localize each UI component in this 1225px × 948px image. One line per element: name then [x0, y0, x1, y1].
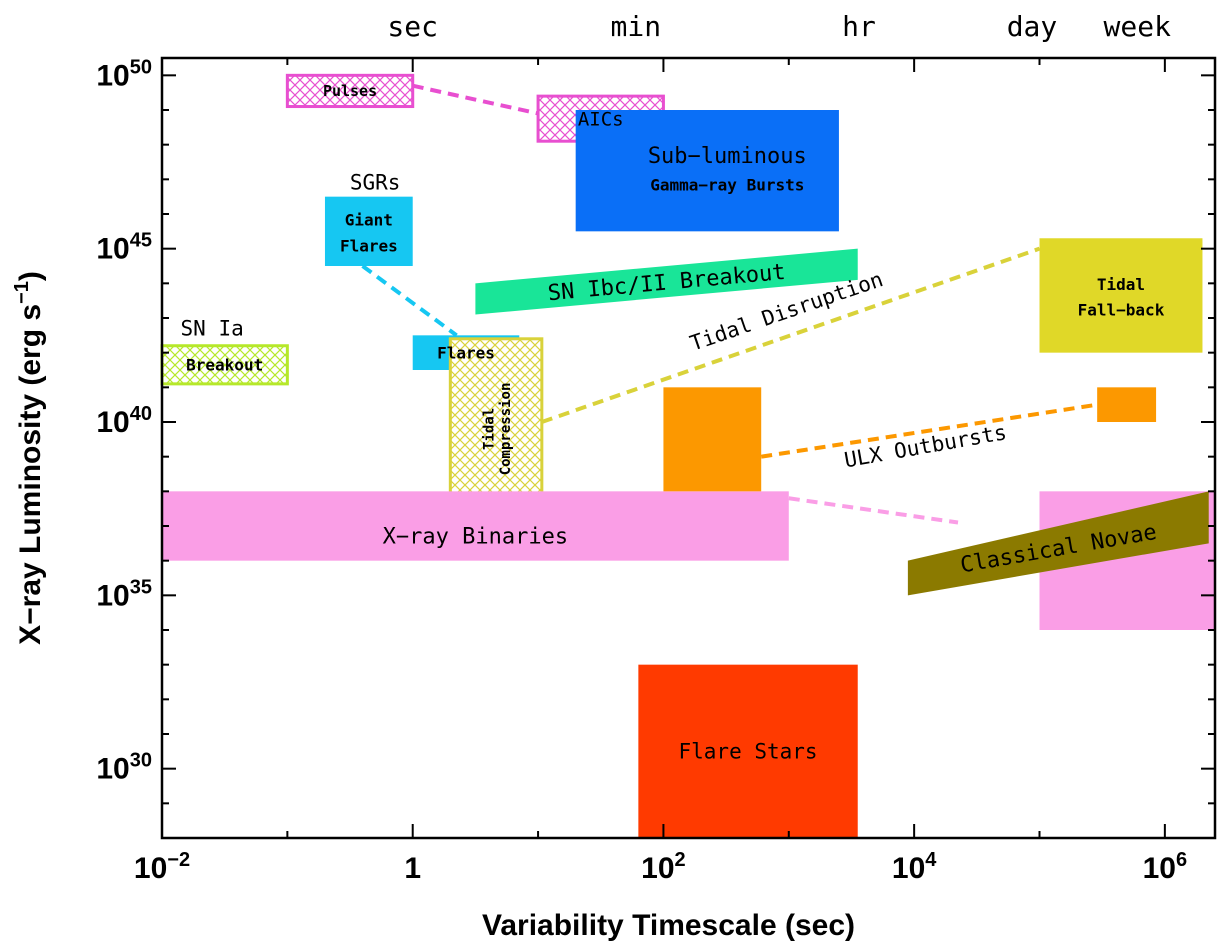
region-pulses-hatch [285, 73, 415, 109]
axes-layer: 10−2 1 102 104 106 1030 1035 1040 1045 1050 sec min… [11, 10, 1215, 942]
y-axis-label: X−ray Luminosity (erg s−1) [11, 271, 47, 645]
region-label-sgr-giant-flares-line2: Flares [340, 236, 398, 255]
plot-frame [160, 56, 1217, 840]
top-axis-label-week: week [1104, 10, 1172, 43]
region-tidal-compression-hatch [448, 337, 544, 521]
region-label-sgr-giant-flares: Giant [345, 211, 393, 230]
region-sub-luminous-gamma-ray-bursts [575, 110, 839, 232]
y-tick-label: 1045 [96, 230, 152, 266]
region-classical-novae [907, 491, 1209, 596]
region-label-flares: Flares [437, 343, 495, 362]
giant-flares-line [361, 264, 458, 337]
connectors-layer [361, 83, 1098, 525]
region-label-pulses: Pulses [323, 82, 377, 100]
region-tidal-fall-back [1039, 238, 1203, 353]
region-sn-ibc-ii-breakout [475, 248, 858, 315]
region-label-tidal-compression: TidalCompression [481, 383, 514, 476]
x-tick-label: 10−2 [134, 849, 190, 885]
region-label-aics: AICs [578, 108, 624, 130]
regions-layer [160, 73, 1215, 838]
label-sn-ia: SN Ia [181, 316, 244, 340]
y-tick-label: 1040 [96, 403, 152, 439]
region-label-flare-stars: Flare Stars [679, 740, 818, 764]
pulses-aics-line [412, 83, 539, 116]
label-ulx-outbursts: ULX Outbursts [842, 420, 1008, 472]
top-axis-label-min: min [611, 10, 662, 43]
xrb-novae-line [788, 496, 959, 525]
x-tick-label: 104 [892, 849, 937, 885]
region-label-sn-ia-breakout: Breakout [186, 355, 263, 374]
region-sn-ia-breakout-hatch [160, 344, 289, 386]
tidal-disruption-line [541, 246, 1041, 424]
region-flare-stars [638, 664, 858, 838]
region-sgr-giant-flares [324, 196, 413, 266]
y-tick-label: 1030 [96, 750, 152, 786]
region-label-sub-luminous-gamma-ray-bursts-line2: Gamma−ray Bursts [650, 176, 804, 195]
region-label-tidal-fall-back-line2: Fall−back [1078, 300, 1165, 319]
x-axis-label: Variability Timescale (sec) [482, 909, 855, 942]
label-sgrs: SGRs [350, 171, 401, 195]
x-tick-label: 1 [404, 852, 421, 885]
x-tick-label: 106 [1143, 849, 1188, 885]
top-axis-label-hr: hr [842, 10, 876, 43]
region-x-ray-binaries [162, 491, 789, 561]
region-label-sub-luminous-gamma-ray-bursts: Sub−luminous [648, 144, 807, 169]
ulx-line [760, 402, 1098, 459]
y-tick-label: 1035 [96, 576, 152, 612]
top-axis-label-day: day [1007, 10, 1058, 43]
y-tick-label: 1050 [96, 56, 152, 92]
x-tick-label: 102 [641, 849, 686, 885]
top-axis-label-sec: sec [387, 10, 438, 43]
region-label-x-ray-binaries: X−ray Binaries [383, 525, 568, 550]
region-ulx-outbursts-long [1097, 387, 1157, 422]
region-label-tidal-fall-back: Tidal [1097, 275, 1145, 294]
region-ulx-outbursts-short [663, 387, 762, 492]
